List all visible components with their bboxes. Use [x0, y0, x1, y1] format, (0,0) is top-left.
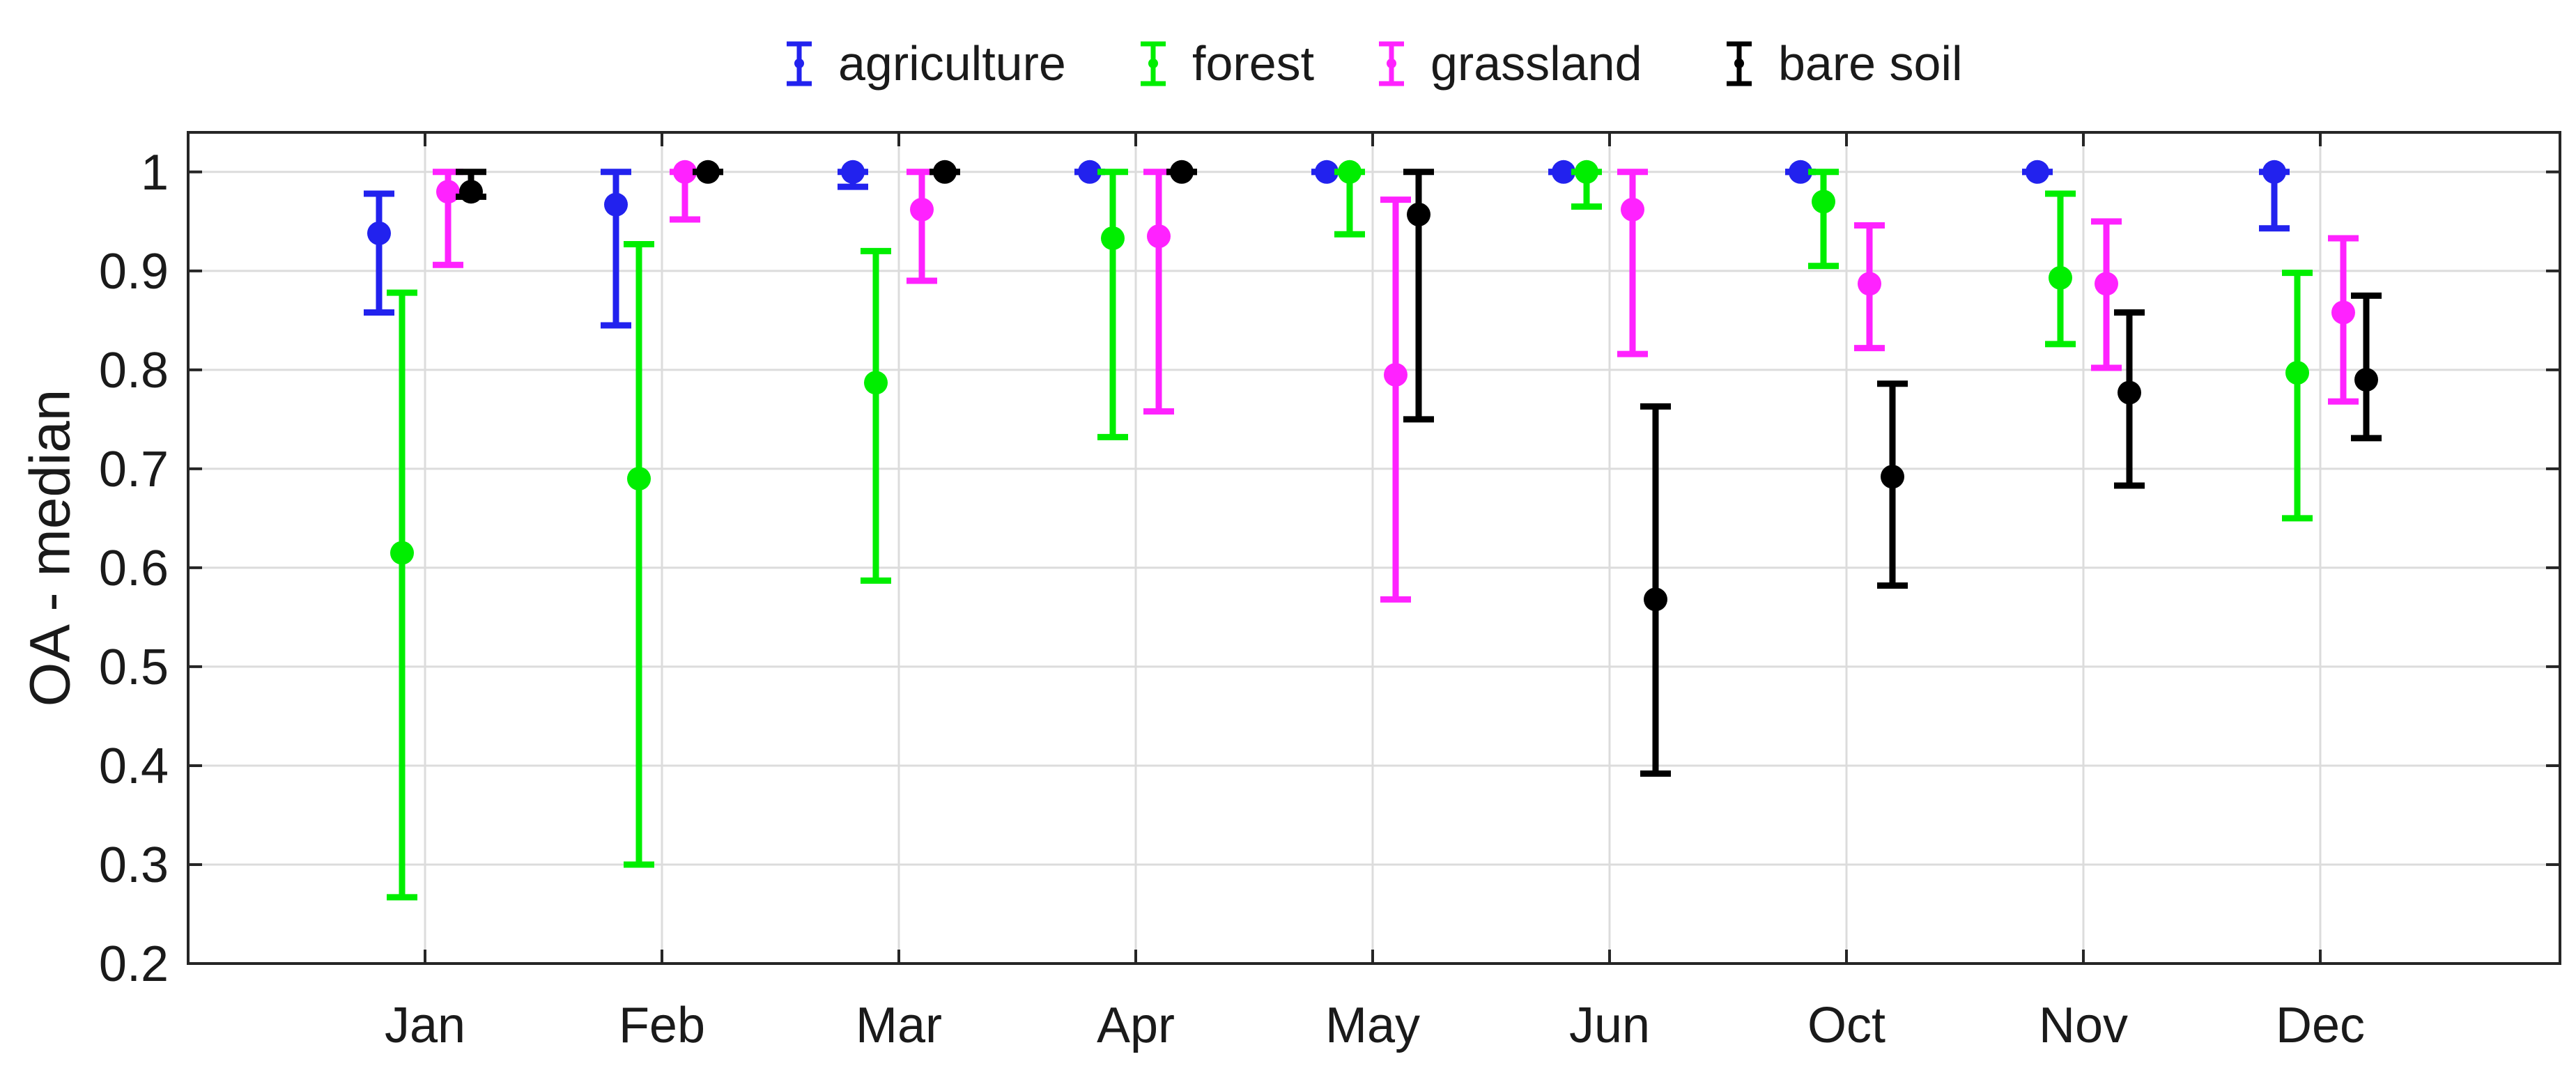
median-point — [1101, 226, 1125, 250]
median-point — [864, 371, 888, 395]
median-point — [1812, 190, 1835, 214]
x-tick-label: Dec — [2276, 998, 2365, 1053]
plot-area-frame — [187, 131, 2561, 965]
x-tick-label: Apr — [1097, 998, 1175, 1053]
x-tick-label: Feb — [619, 998, 705, 1053]
legend-swatch-dot — [1734, 59, 1744, 68]
median-point — [2118, 380, 2141, 405]
x-tick-label: May — [1325, 998, 1420, 1053]
median-point — [2285, 361, 2309, 385]
median-point — [2262, 160, 2286, 184]
axis-ticks: 0.2 0.3 0.4 0.5 0.6 0.7 0.8 0.9 1 Jan Feb Mar Apr May… — [99, 132, 2560, 1053]
series-agriculture — [364, 160, 2290, 329]
series-grassland — [433, 160, 2359, 603]
y-tick-label: 0.4 — [99, 738, 169, 794]
median-point — [2331, 300, 2355, 325]
median-point — [933, 160, 957, 184]
median-point — [459, 180, 483, 204]
x-tick-label: Oct — [1807, 998, 1885, 1053]
median-point — [1789, 160, 1812, 184]
median-point — [390, 541, 414, 565]
median-point — [1575, 160, 1598, 184]
median-point — [1858, 272, 1881, 296]
median-point — [1407, 202, 1430, 226]
median-point — [2049, 265, 2072, 290]
median-point — [1552, 160, 1575, 184]
legend: agriculture forest grassland bare soil — [787, 36, 1963, 91]
median-point — [367, 221, 391, 245]
median-point — [1644, 587, 1667, 612]
median-point — [2354, 368, 2378, 392]
y-tick-label: 0.7 — [99, 442, 169, 497]
median-point — [1881, 465, 1904, 489]
median-point — [436, 180, 460, 204]
median-point — [841, 160, 865, 184]
series-bare-soil — [456, 160, 2382, 777]
x-tick-label: Mar — [856, 998, 942, 1053]
y-tick-label: 0.9 — [99, 244, 169, 300]
legend-item-agriculture: agriculture — [787, 36, 1066, 91]
x-tick-label: Jun — [1569, 998, 1650, 1053]
legend-item-bare-soil: bare soil — [1727, 36, 1963, 91]
legend-item-grassland: grassland — [1379, 36, 1642, 91]
median-point — [673, 160, 697, 184]
median-point — [604, 192, 628, 217]
median-point — [696, 160, 720, 184]
legend-label: forest — [1192, 36, 1314, 91]
series-layer — [364, 160, 2382, 901]
median-point — [1170, 160, 1194, 184]
median-point — [1621, 197, 1644, 222]
median-point — [910, 197, 934, 222]
legend-item-forest: forest — [1141, 36, 1314, 91]
legend-label: grassland — [1430, 36, 1642, 91]
y-tick-label: 0.5 — [99, 640, 169, 695]
grid — [188, 132, 2560, 965]
median-point — [1384, 362, 1407, 387]
y-tick-label: 0.8 — [99, 343, 169, 399]
median-point — [1147, 224, 1171, 249]
x-tick-label: Nov — [2039, 998, 2128, 1053]
legend-label: bare soil — [1778, 36, 1963, 91]
y-tick-label: 0.3 — [99, 837, 169, 893]
median-point — [2095, 272, 2118, 296]
legend-label: agriculture — [838, 36, 1066, 91]
legend-swatch-dot — [1148, 59, 1158, 68]
y-axis-title: OA - median — [19, 389, 82, 707]
y-tick-label: 0.6 — [99, 541, 169, 596]
series-forest — [387, 160, 2313, 901]
median-point — [2026, 160, 2049, 184]
median-point — [1315, 160, 1339, 184]
y-tick-label: 1 — [141, 145, 169, 201]
x-tick-label: Jan — [385, 998, 465, 1053]
legend-swatch-dot — [794, 59, 804, 68]
legend-swatch-dot — [1387, 59, 1396, 68]
median-point — [1078, 160, 1102, 184]
median-point — [627, 467, 651, 491]
median-point — [1338, 160, 1362, 184]
y-tick-label: 0.2 — [99, 936, 169, 992]
